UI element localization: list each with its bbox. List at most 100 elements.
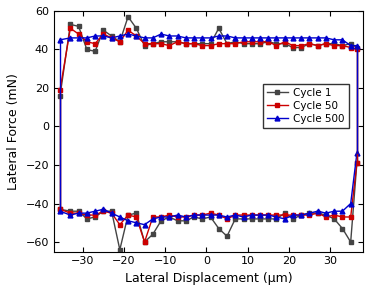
Cycle 1 (85, 48, 89, 51)
Cycle 1 (241, 42, 246, 46)
Cycle 1 (208, 42, 213, 46)
Cycle 50 (76, 32, 81, 36)
Cycle 1 (266, 40, 270, 44)
Cycle 1 (299, 46, 303, 49)
Cycle 50 (349, 46, 353, 49)
Cycle 500 (316, 36, 320, 40)
Cycle 50 (274, 44, 279, 47)
Cycle 50 (233, 42, 238, 46)
Cycle 50 (225, 42, 229, 46)
Cycle 500 (349, 44, 353, 47)
Cycle 50 (324, 42, 328, 46)
Cycle 1 (110, 34, 114, 38)
Cycle 1 (151, 42, 155, 46)
Cycle 500 (233, 36, 238, 40)
Cycle 1 (283, 42, 287, 46)
Cycle 50 (340, 44, 345, 47)
Cycle 50 (85, 40, 89, 44)
Cycle 1 (167, 40, 172, 44)
Cycle 500 (307, 36, 312, 40)
Cycle 50 (266, 40, 270, 44)
Line: Cycle 500: Cycle 500 (58, 32, 359, 48)
Cycle 500 (332, 38, 336, 41)
Line: Cycle 1: Cycle 1 (58, 14, 359, 98)
Cycle 50 (110, 36, 114, 40)
Cycle 50 (159, 42, 163, 46)
Cycle 1 (291, 46, 295, 49)
Cycle 50 (355, 48, 359, 51)
Cycle 1 (307, 42, 312, 46)
Line: Cycle 50: Cycle 50 (58, 26, 359, 92)
Cycle 1 (68, 23, 73, 26)
Cycle 1 (340, 44, 345, 47)
Cycle 50 (93, 42, 97, 46)
Cycle 50 (58, 88, 62, 92)
Cycle 500 (184, 36, 188, 40)
Cycle 500 (126, 32, 130, 36)
Cycle 50 (283, 40, 287, 44)
Cycle 1 (159, 40, 163, 44)
Cycle 1 (200, 42, 205, 46)
Cycle 1 (142, 44, 147, 47)
Cycle 50 (167, 44, 172, 47)
Cycle 500 (324, 36, 328, 40)
Cycle 1 (184, 42, 188, 46)
Cycle 50 (249, 40, 254, 44)
Cycle 500 (200, 36, 205, 40)
Cycle 1 (274, 42, 279, 46)
Cycle 500 (68, 36, 73, 40)
Cycle 1 (324, 42, 328, 46)
Cycle 1 (175, 40, 180, 44)
Cycle 500 (340, 38, 345, 41)
Cycle 500 (216, 34, 221, 38)
Cycle 500 (283, 36, 287, 40)
Cycle 1 (58, 94, 62, 98)
Cycle 1 (76, 25, 81, 28)
Cycle 50 (192, 42, 196, 46)
Cycle 50 (258, 40, 262, 44)
Cycle 500 (258, 36, 262, 40)
Cycle 500 (134, 34, 138, 38)
Cycle 50 (142, 42, 147, 46)
Cycle 1 (216, 27, 221, 30)
Cycle 500 (159, 32, 163, 36)
Cycle 50 (175, 40, 180, 44)
Cycle 50 (216, 42, 221, 46)
Cycle 50 (126, 28, 130, 32)
Cycle 500 (299, 36, 303, 40)
Cycle 500 (192, 36, 196, 40)
Cycle 1 (134, 27, 138, 30)
Cycle 50 (299, 44, 303, 47)
Cycle 50 (151, 42, 155, 46)
Cycle 50 (332, 44, 336, 47)
Y-axis label: Lateral Force (mN): Lateral Force (mN) (7, 73, 20, 190)
X-axis label: Lateral Displacement (μm): Lateral Displacement (μm) (125, 272, 292, 285)
Cycle 500 (291, 36, 295, 40)
Cycle 500 (355, 44, 359, 47)
Cycle 50 (291, 44, 295, 47)
Cycle 1 (93, 50, 97, 53)
Cycle 1 (126, 15, 130, 18)
Cycle 500 (274, 36, 279, 40)
Cycle 1 (233, 40, 238, 44)
Cycle 500 (93, 34, 97, 38)
Cycle 1 (258, 42, 262, 46)
Legend: Cycle 1, Cycle 50, Cycle 500: Cycle 1, Cycle 50, Cycle 500 (263, 84, 349, 128)
Cycle 50 (200, 44, 205, 47)
Cycle 1 (225, 42, 229, 46)
Cycle 1 (118, 40, 122, 44)
Cycle 500 (76, 36, 81, 40)
Cycle 1 (332, 42, 336, 46)
Cycle 500 (118, 34, 122, 38)
Cycle 50 (184, 42, 188, 46)
Cycle 500 (151, 36, 155, 40)
Cycle 50 (208, 44, 213, 47)
Cycle 1 (249, 42, 254, 46)
Cycle 1 (192, 42, 196, 46)
Cycle 500 (266, 36, 270, 40)
Cycle 500 (58, 38, 62, 41)
Cycle 50 (241, 40, 246, 44)
Cycle 50 (68, 27, 73, 30)
Cycle 1 (349, 42, 353, 46)
Cycle 500 (85, 36, 89, 40)
